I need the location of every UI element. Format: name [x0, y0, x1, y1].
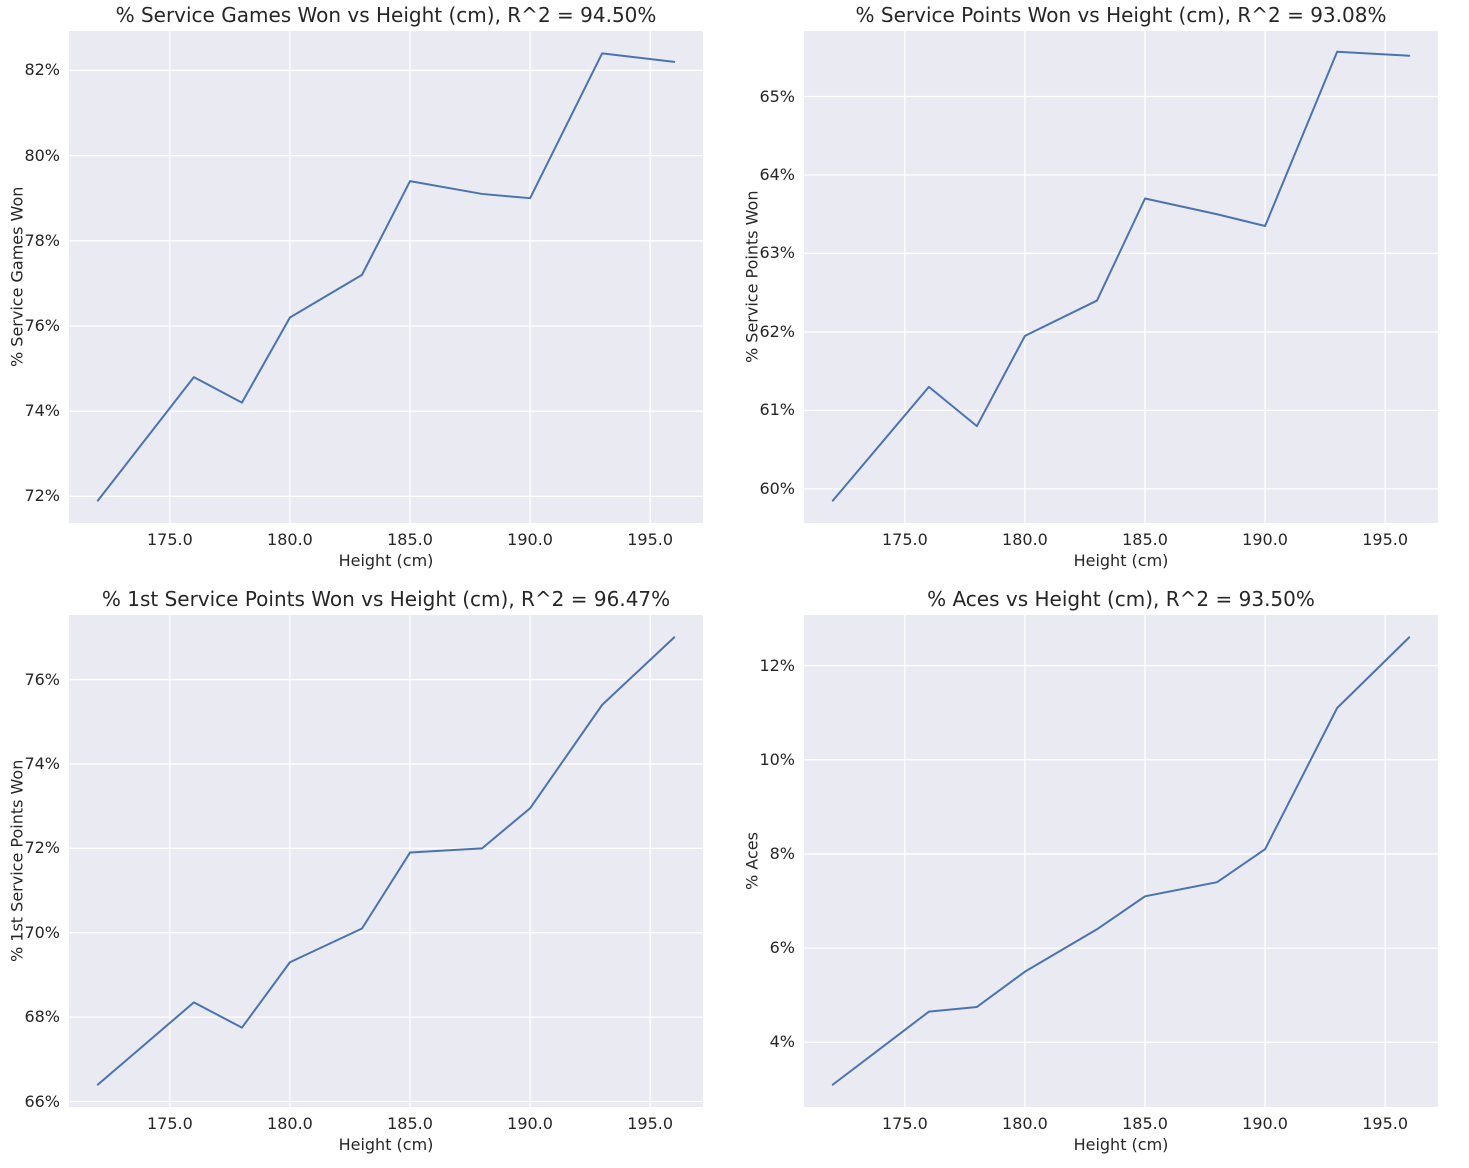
y-tick-label: 60% — [759, 478, 795, 498]
x-tick-label: 195.0 — [1362, 1114, 1409, 1133]
y-tick-label: 8% — [769, 843, 795, 863]
x-tick-label: 195.0 — [627, 1114, 674, 1133]
x-tick-label: 190.0 — [1242, 530, 1288, 549]
x-tick-label: 175.0 — [146, 530, 193, 549]
y-tick-label: 80% — [24, 145, 60, 165]
chart-svg — [69, 615, 703, 1107]
x-axis-label: Height (cm) — [1073, 1135, 1169, 1154]
x-tick-label: 195.0 — [627, 530, 674, 549]
x-tick-label: 185.0 — [387, 530, 433, 549]
y-tick-label: 82% — [24, 60, 60, 80]
subplot-aces: % Aces vs Height (cm), R^2 = 93.50% % Ac… — [735, 584, 1469, 1168]
chart-svg — [804, 615, 1438, 1107]
y-tick-label: 72% — [24, 486, 60, 506]
x-tick-label: 190.0 — [507, 530, 553, 549]
y-tick-label: 72% — [24, 838, 60, 858]
chart-title: % 1st Service Points Won vs Height (cm),… — [101, 587, 671, 611]
x-tick-label: 180.0 — [1002, 530, 1048, 549]
y-tick-label: 74% — [24, 401, 60, 421]
x-tick-label: 180.0 — [267, 530, 313, 549]
y-tick-label: 6% — [769, 938, 795, 958]
plot-area — [69, 31, 703, 523]
x-tick-label: 195.0 — [1362, 530, 1409, 549]
x-tick-label: 175.0 — [881, 1114, 928, 1133]
plot-area — [804, 31, 1438, 523]
x-tick-label: 185.0 — [1122, 1114, 1168, 1133]
y-axis-label: % Service Games Won — [7, 186, 27, 368]
data-line — [831, 636, 1411, 1086]
subplot-service-games-won: % Service Games Won vs Height (cm), R^2 … — [0, 0, 734, 584]
x-tick-label: 190.0 — [1242, 1114, 1288, 1133]
x-axis-label: Height (cm) — [338, 1135, 434, 1154]
y-tick-label: 78% — [24, 230, 60, 250]
y-tick-label: 74% — [24, 753, 60, 773]
y-tick-label: 10% — [759, 749, 795, 769]
x-tick-label: 180.0 — [1002, 1114, 1048, 1133]
y-tick-label: 62% — [759, 321, 795, 341]
x-tick-label: 190.0 — [507, 1114, 553, 1133]
chart-svg — [69, 31, 703, 523]
chart-title: % Aces vs Height (cm), R^2 = 93.50% — [927, 587, 1315, 611]
y-tick-label: 4% — [769, 1032, 795, 1052]
x-tick-label: 185.0 — [1122, 530, 1168, 549]
chart-svg — [804, 31, 1438, 523]
x-tick-label: 185.0 — [387, 1114, 433, 1133]
x-tick-label: 175.0 — [881, 530, 928, 549]
y-tick-label: 70% — [24, 922, 60, 942]
x-tick-label: 175.0 — [146, 1114, 193, 1133]
chart-title: % Service Games Won vs Height (cm), R^2 … — [115, 3, 657, 27]
y-tick-label: 76% — [24, 669, 60, 689]
plot-area — [804, 615, 1438, 1107]
y-tick-label: 76% — [24, 315, 60, 335]
data-line — [96, 52, 676, 502]
plot-area — [69, 615, 703, 1107]
y-tick-label: 64% — [759, 164, 795, 184]
chart-title: % Service Points Won vs Height (cm), R^2… — [855, 3, 1387, 27]
subplot-service-points-won: % Service Points Won vs Height (cm), R^2… — [735, 0, 1469, 584]
data-line — [831, 50, 1411, 502]
data-line — [96, 636, 676, 1086]
y-tick-label: 66% — [24, 1091, 60, 1111]
x-tick-label: 180.0 — [267, 1114, 313, 1133]
x-axis-label: Height (cm) — [1073, 551, 1169, 570]
subplot-1st-service-points-won: % 1st Service Points Won vs Height (cm),… — [0, 584, 734, 1168]
y-tick-label: 12% — [759, 655, 795, 675]
y-tick-label: 61% — [759, 400, 795, 420]
x-axis-label: Height (cm) — [338, 551, 434, 570]
y-tick-label: 63% — [759, 243, 795, 263]
y-tick-label: 68% — [24, 1007, 60, 1027]
y-tick-label: 65% — [759, 86, 795, 106]
